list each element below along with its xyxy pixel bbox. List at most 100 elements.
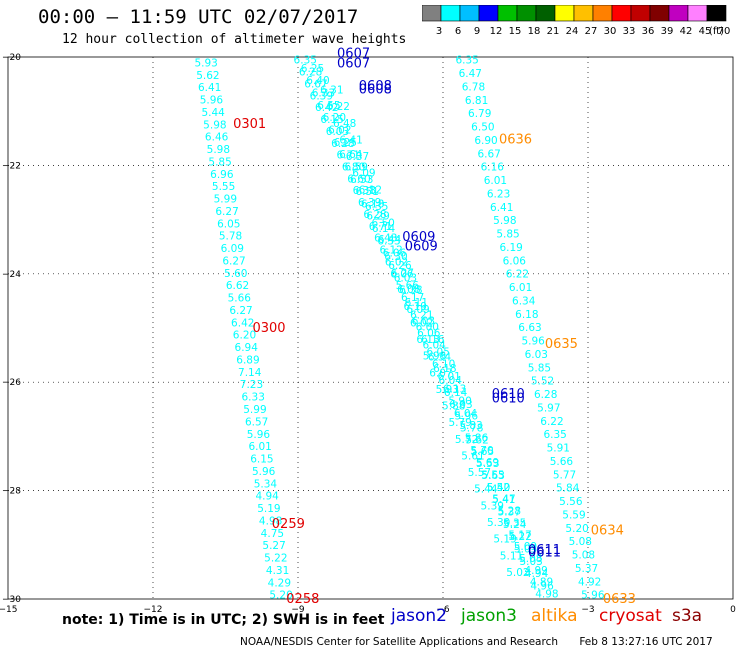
color-scale-label: 30	[604, 26, 617, 37]
pass-label: 0609	[405, 240, 438, 255]
wave-height-value: 6.12	[359, 184, 382, 196]
wave-height-value: 5.22	[264, 553, 287, 565]
wave-height-value: 6.12	[379, 245, 402, 257]
wave-height-value: 6.35	[294, 55, 317, 67]
wave-height-value: 6.06	[390, 268, 414, 280]
wave-height-value: 6.35	[543, 429, 566, 441]
wave-height-value: 5.11	[500, 550, 523, 562]
wave-height-value: 6.05	[427, 346, 450, 358]
lon-tick-label: −9	[291, 605, 305, 615]
wave-height-value: 6.41	[339, 134, 362, 146]
wave-height-value: 6.42	[231, 317, 254, 329]
wave-height-value: 6.38	[399, 285, 422, 297]
color-scale-label: 21	[547, 26, 560, 37]
wave-height-value: 6.00	[416, 322, 439, 334]
wave-height-value: 6.07	[429, 367, 452, 379]
wave-height-value: 4.94	[255, 491, 279, 503]
wave-height-value: 5.56	[559, 496, 583, 508]
wave-height-value: 6.01	[248, 441, 271, 453]
wave-height-value: 6.47	[459, 68, 482, 80]
wave-height-value: 6.67	[477, 148, 500, 160]
pass-label: 0610	[492, 387, 525, 402]
wave-height-value: 6.28	[363, 209, 386, 221]
wave-height-value: 5.91	[547, 443, 570, 455]
wave-height-value: 5.03	[519, 556, 542, 568]
wave-height-value: 6.96	[210, 169, 234, 181]
lat-tick-label: −20	[2, 53, 21, 63]
wave-height-value: 6.06	[383, 248, 407, 260]
wave-height-value: 5.08	[519, 553, 542, 565]
wave-height-value: 6.35	[455, 55, 478, 67]
wave-height-value: 6.25	[301, 63, 324, 75]
wave-height-value: 5.52	[531, 376, 554, 388]
wave-height-value: 6.28	[534, 389, 557, 401]
wave-height-value: 6.02	[328, 124, 351, 136]
map-frame	[7, 56, 734, 600]
color-scale-label: 18	[528, 26, 541, 37]
wave-height-value: 6.51	[355, 186, 378, 198]
pass-label: 0633	[603, 592, 636, 607]
color-scale-label: 24	[566, 26, 579, 37]
wave-height-value: 6.78	[462, 81, 485, 93]
wave-height-value: 6.06	[503, 255, 527, 267]
wave-height-value: 6.81	[465, 95, 488, 107]
lon-tick-label: −12	[144, 605, 163, 615]
wave-height-value: 5.85	[496, 229, 519, 241]
wave-height-value: 5.05	[514, 543, 537, 555]
wave-height-value: 6.31	[320, 85, 343, 97]
wave-height-value: 6.94	[235, 342, 259, 354]
wave-height-value: 6.03	[412, 316, 435, 328]
wave-height-value: 5.53	[476, 458, 499, 470]
pass-label: 0608	[359, 82, 392, 97]
wave-height-value: 6.37	[346, 151, 369, 163]
wave-height-value: 5.08	[569, 536, 592, 548]
wave-height-value: 5.19	[257, 503, 280, 515]
wave-height-value: 5.17	[508, 529, 531, 541]
wave-height-value: 5.62	[465, 434, 488, 446]
wave-height-value: 5.41	[492, 494, 515, 506]
wave-height-value: 6.20	[233, 330, 256, 342]
wave-height-value: 5.19	[493, 534, 516, 546]
color-scale-label: 39	[661, 26, 674, 37]
wave-height-value: 5.98	[423, 351, 446, 363]
color-scale-label: 12	[490, 26, 503, 37]
wave-height-value: 5.99	[214, 194, 237, 206]
wave-height-value: 5.96	[200, 95, 224, 107]
wave-height-value: 6.10	[432, 359, 455, 371]
wave-height-value: 6.59	[345, 161, 368, 173]
wave-height-value: 5.66	[396, 280, 420, 292]
wave-height-value: 6.25	[334, 137, 357, 149]
wave-height-value: 6.01	[437, 371, 460, 383]
color-scale-label: 6	[455, 26, 461, 37]
wave-height-value: 5.60	[224, 268, 247, 280]
wave-height-value: 6.34	[512, 295, 536, 307]
lat-tick-label: −24	[2, 270, 21, 280]
wave-height-value: 6.80	[342, 161, 365, 173]
wave-height-value: 6.53	[350, 174, 373, 186]
wave-height-value: 5.08	[572, 550, 595, 562]
wave-height-value: 5.65	[471, 446, 494, 458]
wave-height-value: 6.15	[320, 114, 343, 126]
wave-height-value: 6.22	[506, 269, 529, 281]
color-scale-unit: (ft)	[709, 26, 724, 37]
wave-height-value: 6.71	[369, 221, 392, 233]
wave-height-value: 6.33	[242, 392, 265, 404]
wave-height-value: 6.09	[352, 168, 375, 180]
wave-height-value: 6.64	[339, 149, 363, 161]
wave-height-value: 5.78	[219, 231, 242, 243]
pass-label: 0611	[528, 543, 561, 558]
wave-height-value: 6.04	[439, 375, 463, 387]
wave-height-value: 6.27	[391, 267, 414, 279]
footer-timestamp: Feb 8 13:27:16 UTC 2017	[579, 636, 713, 648]
wave-height-value: 5.96	[521, 336, 545, 348]
lat-tick-label: −26	[2, 378, 21, 388]
wave-height-value: 5.39	[481, 500, 504, 512]
color-scale-label: 3	[436, 26, 442, 37]
wave-height-value: 6.79	[468, 108, 491, 120]
wave-height-value: 4.96	[530, 580, 554, 592]
wave-height-value: 5.85	[528, 362, 551, 374]
legend-altika: altika	[531, 606, 578, 626]
wave-height-value: 6.38	[353, 185, 376, 197]
lat-tick-label: −30	[2, 595, 21, 605]
pass-label: 0608	[359, 79, 392, 94]
